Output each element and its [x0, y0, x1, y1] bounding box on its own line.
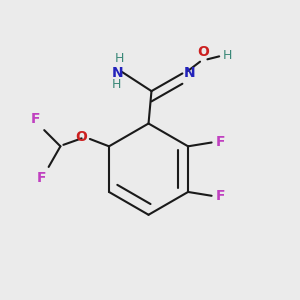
- Text: F: F: [215, 189, 225, 203]
- Text: H: H: [223, 49, 232, 62]
- Text: N: N: [184, 66, 196, 80]
- Text: F: F: [31, 112, 40, 126]
- Text: F: F: [215, 135, 225, 149]
- Text: O: O: [75, 130, 87, 144]
- Text: N: N: [112, 66, 124, 80]
- Text: F: F: [37, 171, 46, 185]
- Text: O: O: [197, 45, 209, 59]
- Text: H: H: [115, 52, 124, 64]
- Text: H: H: [112, 78, 122, 92]
